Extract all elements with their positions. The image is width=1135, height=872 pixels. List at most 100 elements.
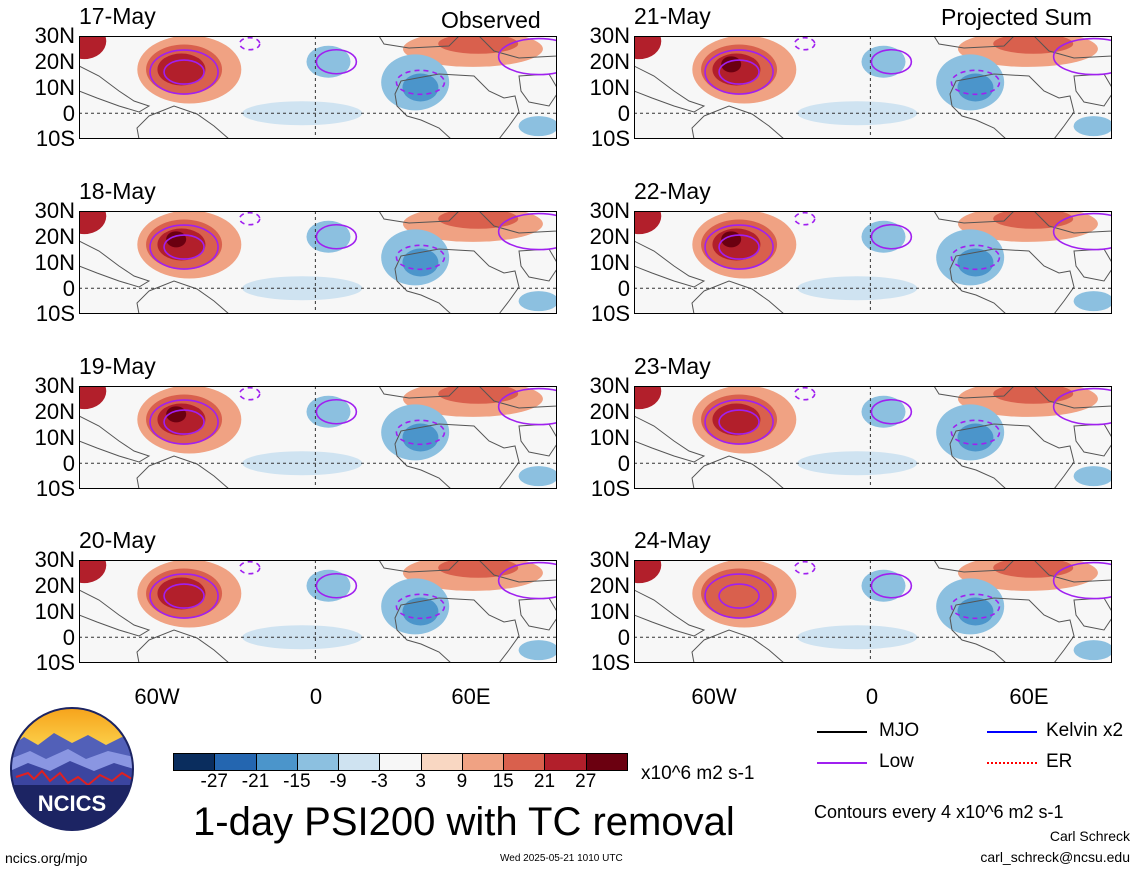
anticyclone-shading [701, 568, 778, 619]
colorbar-tick-label: 21 [533, 771, 556, 792]
colorbar-tick-label: -3 [370, 771, 388, 792]
colorbar-swatch [214, 753, 257, 771]
map-canvas [634, 560, 1112, 663]
lon-tick-60e: 60E [1009, 684, 1049, 709]
lat-tick-label: 10S [590, 476, 630, 501]
lat-tick-label: 10N [34, 599, 75, 624]
lat-tick-label: 10N [589, 599, 630, 624]
low-contour [704, 573, 774, 619]
low-contour [950, 419, 1001, 446]
figure-title: 1-day PSI200 with TC removal [193, 800, 735, 844]
colorbar-swatch [461, 753, 505, 771]
projected-column-title: Projected Sum [941, 4, 1092, 30]
lat-tick-label: 20N [34, 573, 75, 598]
lat-tick-label: 10N [589, 75, 630, 100]
lon-tick-0: 0 [309, 684, 323, 709]
lat-tick-label: 10N [589, 250, 630, 275]
low-contour [238, 386, 261, 401]
site-link[interactable]: ncics.org/mjo [5, 850, 88, 866]
low-contour [718, 234, 760, 260]
lat-tick-label: 10N [34, 425, 75, 450]
lat-tick-label: 30N [34, 23, 75, 48]
ncics-logo: NCICS [10, 707, 134, 831]
timestamp: Wed 2025-05-21 1010 UTC [500, 853, 623, 864]
lon-tick-60w: 60W [134, 684, 180, 709]
colorbar-tick-label: 9 [456, 771, 468, 792]
colorbar-tick-label: -15 [283, 771, 311, 792]
lat-tick-label: 0 [62, 276, 75, 301]
lat-tick-label: 10N [34, 75, 75, 100]
low-contour [238, 36, 261, 51]
anticyclone-shading [634, 560, 662, 584]
logo-text: NCICS [38, 791, 106, 816]
lat-tick-label: 10S [35, 476, 75, 501]
lat-tick-label: 10S [590, 301, 630, 326]
panel-date-label: 24-May [634, 527, 711, 553]
anticyclone-shading [634, 386, 662, 410]
ridge-shading [438, 560, 519, 578]
trough-shading [518, 466, 557, 487]
low-contour [718, 409, 760, 435]
trough-shading [861, 569, 906, 602]
legend-mjo-label: MJO [879, 720, 920, 741]
map-canvas [634, 211, 1112, 314]
low-contour [704, 49, 774, 95]
low-contour [163, 409, 205, 435]
low-contour [163, 59, 205, 85]
author-email: carl_schreck@ncsu.edu [980, 849, 1130, 865]
panel-date-label: 22-May [634, 178, 711, 204]
lat-tick-label: 30N [34, 198, 75, 223]
low-contour [950, 69, 1001, 96]
low-contour [793, 560, 816, 575]
low-contour [870, 48, 913, 75]
low-contour [870, 398, 913, 425]
lat-tick-label: 10S [590, 126, 630, 151]
ridge-shading [993, 36, 1074, 54]
ncics-logo-graphic: NCICS [10, 707, 134, 831]
map-panel [79, 560, 557, 663]
trough-shading [1073, 291, 1112, 312]
low-contour [1052, 212, 1112, 251]
low-contour [793, 211, 816, 226]
lat-tick-label: 0 [62, 625, 75, 650]
low-contour [718, 59, 760, 85]
lat-tick-label: 30N [589, 373, 630, 398]
lon-tick-60e: 60E [451, 684, 491, 709]
trough-shading [402, 248, 439, 277]
ridge-shading [993, 560, 1074, 578]
lat-tick-label: 0 [62, 451, 75, 476]
lon-tick-0: 0 [865, 684, 879, 709]
trough-shading [402, 73, 439, 102]
colorbar-units: x10^6 m2 s-1 [641, 763, 755, 784]
lat-tick-label: 10N [34, 250, 75, 275]
lon-tick-60w: 60W [691, 684, 737, 709]
lat-tick-label: 10S [35, 650, 75, 675]
lat-tick-label: 10S [35, 301, 75, 326]
lat-tick-label: 30N [589, 23, 630, 48]
trough-shading [957, 423, 994, 452]
panel-date-label: 18-May [79, 178, 156, 204]
legend-er-label: ER [1046, 751, 1073, 772]
low-contour [1052, 561, 1112, 600]
ridge-shading [993, 386, 1074, 404]
trough-shading [957, 597, 994, 626]
colorbar-swatch [173, 753, 216, 771]
colorbar-swatch [379, 753, 422, 771]
low-contour [163, 234, 205, 260]
panel-date-label: 19-May [79, 353, 156, 379]
trough-shading [518, 640, 557, 661]
lat-tick-label: 20N [34, 224, 75, 249]
lat-tick-label: 0 [617, 276, 630, 301]
low-contour [163, 583, 205, 609]
legend-low-line [817, 762, 867, 764]
panel-date-label: 21-May [634, 3, 711, 29]
low-contour [149, 573, 219, 619]
low-contour [395, 69, 446, 96]
low-contour [315, 48, 358, 75]
low-contour [704, 224, 774, 270]
map-panel [634, 560, 1112, 663]
lat-tick-label: 30N [34, 373, 75, 398]
colorbar-swatch [585, 753, 628, 771]
colorbar-tick-label: 15 [492, 771, 514, 792]
legend-mjo-line [817, 731, 867, 733]
